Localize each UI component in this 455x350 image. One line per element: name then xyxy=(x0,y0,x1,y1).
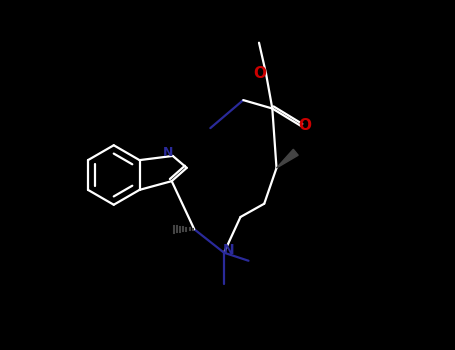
Text: O: O xyxy=(253,66,266,81)
Text: N: N xyxy=(163,146,173,159)
Polygon shape xyxy=(277,149,298,168)
Text: O: O xyxy=(298,119,312,133)
Text: N: N xyxy=(223,243,234,257)
